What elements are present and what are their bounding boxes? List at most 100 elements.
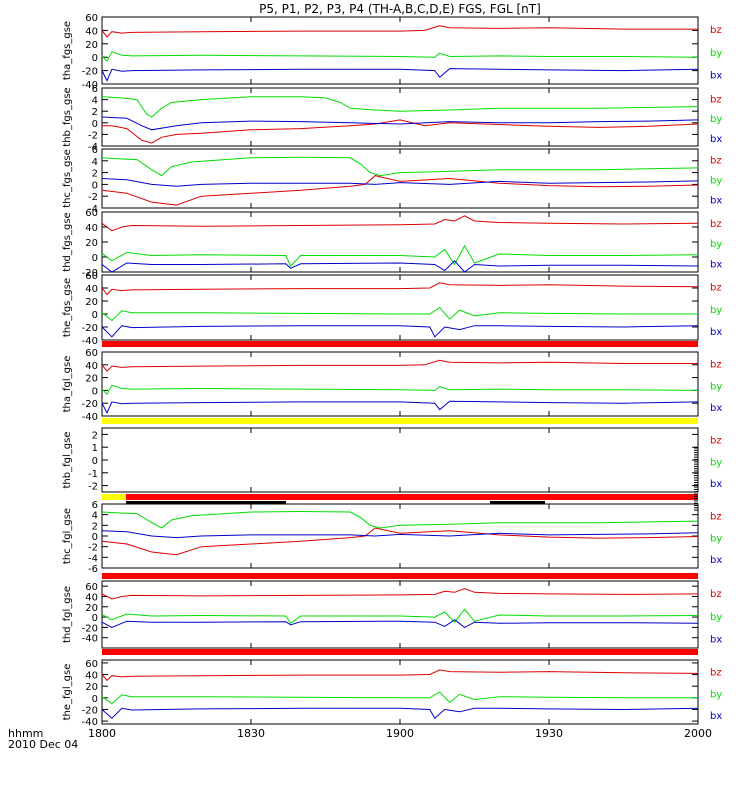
y-tick-label: 60 — [85, 659, 98, 670]
y-tick-label: 40 — [85, 26, 98, 37]
series-line-bz — [101, 282, 699, 296]
legend-label-bx: bx — [710, 196, 722, 207]
x-tick-label: 1830 — [237, 727, 265, 740]
series-line-bx — [101, 707, 699, 719]
y-tick-label: 20 — [85, 238, 98, 249]
y-tick-label: 4 — [92, 511, 98, 522]
series-line-bx — [101, 178, 699, 187]
y-tick-label: -20 — [82, 705, 98, 716]
x-tick-label: 2000 — [684, 727, 712, 740]
y-tick-label: 0 — [92, 53, 98, 64]
y-tick-label: 0 — [92, 253, 98, 264]
legend-label-bx: bx — [710, 555, 722, 566]
series-line-by — [101, 691, 698, 705]
legend-label-by: by — [710, 689, 722, 700]
y-tick-label: -4 — [88, 204, 98, 215]
status-bar-segment — [102, 494, 126, 500]
panel-ylabel: tha_fgs_gse — [62, 21, 73, 80]
y-tick-label: 0 — [92, 694, 98, 705]
x-tick-label: 1900 — [386, 727, 414, 740]
y-tick-label: 20 — [85, 603, 98, 614]
legend-label-by: by — [710, 176, 722, 187]
panel-ylabel: thd_fgs_gse — [62, 212, 73, 271]
y-tick-label: -20 — [82, 399, 98, 410]
status-bar — [102, 494, 698, 500]
y-tick-label: 2 — [92, 107, 98, 118]
series-line-bx — [101, 619, 699, 628]
y-tick-label: -4 — [88, 142, 98, 153]
status-bar — [102, 649, 698, 655]
y-tick-label: 60 — [85, 13, 98, 24]
legend-label-bz: bz — [710, 219, 722, 230]
series-line-by — [101, 96, 699, 118]
legend-label-bz: bz — [710, 156, 722, 167]
legend-label-bx: bx — [710, 403, 722, 414]
series-line-bx — [101, 400, 699, 414]
y-tick-label: -2 — [88, 482, 98, 493]
y-tick-label: 40 — [85, 671, 98, 682]
chart-title: P5, P1, P2, P3, P4 (TH-A,B,C,D,E) FGS, F… — [259, 2, 541, 16]
series-line-by — [101, 156, 699, 177]
legend-label-by: by — [710, 48, 722, 59]
y-tick-label: 0 — [92, 386, 98, 397]
y-tick-label: -20 — [82, 268, 98, 279]
legend-label-by: by — [710, 114, 722, 125]
y-tick-label: 0 — [92, 119, 98, 130]
panel: thd_fgs_gse 60 40 20 0 -20 bz by bx — [62, 208, 722, 279]
legend-label-by: by — [710, 612, 722, 623]
y-tick-label: 60 — [85, 208, 98, 219]
y-tick-label: 6 — [92, 84, 98, 95]
y-tick-label: 0 — [92, 532, 98, 543]
y-tick-label: 40 — [85, 223, 98, 234]
series-line-bz — [101, 215, 699, 232]
y-tick-label: 4 — [92, 157, 98, 168]
panel-ylabel: tha_fgl_gse — [62, 356, 73, 413]
series-line-by — [101, 244, 699, 267]
series-line-bz — [101, 588, 699, 600]
series-line-by — [101, 51, 699, 63]
series-line-bx — [101, 68, 699, 82]
panel-ylabel: thb_fgl_gse — [62, 432, 73, 489]
panel: tha_fgs_gse 60 40 20 0 -20 -40 bz by bx — [62, 13, 722, 91]
y-tick-label: 40 — [85, 592, 98, 603]
y-tick-label: 0 — [92, 456, 98, 467]
x-tick-label: 1800 — [88, 727, 116, 740]
legend-label-bz: bz — [710, 25, 722, 36]
legend-label-by: by — [710, 239, 722, 250]
panel-ylabel: thd_fgl_gse — [62, 586, 73, 643]
footer-time-label: hhmm — [8, 727, 43, 740]
y-tick-label: -6 — [88, 564, 98, 575]
legend-label-bz: bz — [710, 589, 722, 600]
status-bar — [102, 573, 698, 579]
legend-label-bx: bx — [710, 479, 722, 490]
y-tick-label: 0 — [92, 180, 98, 191]
y-tick-label: 6 — [92, 500, 98, 511]
status-bar — [102, 418, 698, 424]
legend-label-by: by — [710, 457, 722, 468]
y-tick-label: -20 — [82, 323, 98, 334]
legend-label-by: by — [710, 305, 722, 316]
y-tick-label: 20 — [85, 374, 98, 385]
panel: tha_fgl_gse 60 40 200 -20 -40 bz by bx — [62, 348, 722, 423]
y-tick-label: -40 — [82, 634, 98, 645]
y-tick-label: 6 — [92, 145, 98, 156]
y-tick-label: -20 — [82, 67, 98, 78]
y-tick-label: 4 — [92, 96, 98, 107]
legend-label-bx: bx — [710, 635, 722, 646]
y-tick-label: 0 — [92, 310, 98, 321]
legend-label-bx: bx — [710, 327, 722, 338]
panel-ylabel: the_fgs_gse — [62, 278, 73, 337]
legend-label-bx: bx — [710, 711, 722, 722]
y-tick-label: 2 — [92, 521, 98, 532]
panel: thb_fgl_gse 2 1 0 -1 -2 bz by bx — [62, 427, 722, 511]
series-line-by — [101, 306, 698, 322]
panel-ylabel: thc_fgs_gse — [62, 149, 73, 208]
y-tick-label: -4 — [88, 553, 98, 564]
series-line-bx — [101, 260, 699, 273]
series-line-bz — [101, 25, 698, 38]
y-tick-label: -40 — [82, 412, 98, 423]
